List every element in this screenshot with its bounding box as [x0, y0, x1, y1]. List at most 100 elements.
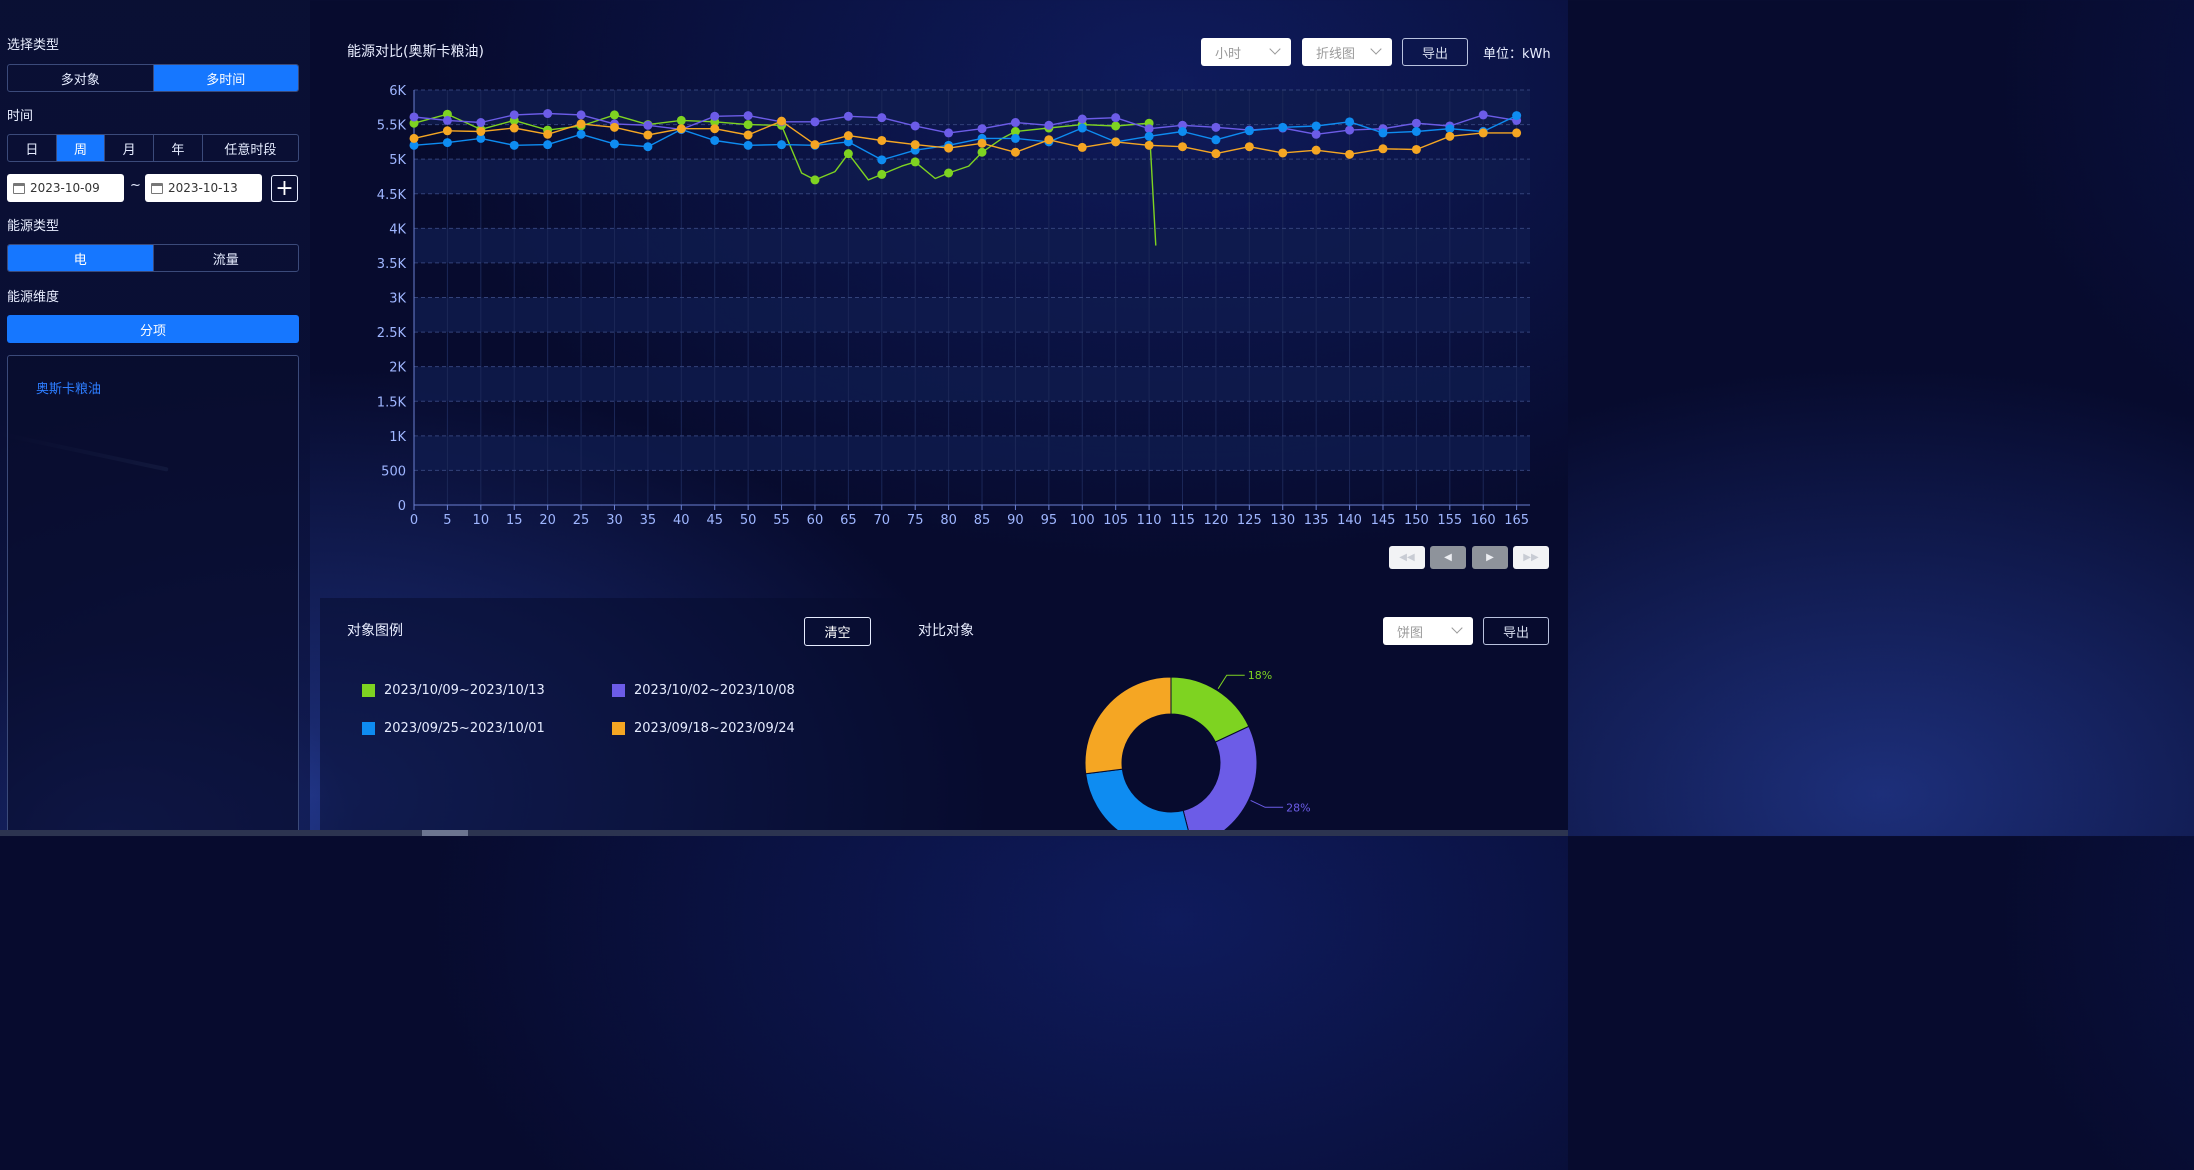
data-point — [1111, 113, 1121, 123]
legend-panel-title: 对象图例 — [347, 623, 403, 639]
data-point — [1512, 111, 1522, 121]
series-line — [413, 114, 1517, 161]
data-point — [743, 120, 753, 130]
compare-panel-title: 对比对象 — [918, 623, 974, 639]
grid-band — [414, 228, 1530, 263]
data-point — [442, 126, 452, 136]
data-point — [1311, 145, 1321, 155]
pie-slice — [1182, 725, 1258, 836]
pie-leader-line — [1250, 800, 1284, 808]
data-point — [944, 168, 954, 178]
add-date-range-button[interactable]: + — [271, 175, 298, 202]
legend-item[interactable]: 2023/10/02~2023/10/08 — [612, 683, 795, 698]
horizontal-scrollbar[interactable] — [0, 830, 1568, 836]
option-electricity[interactable]: 电 — [8, 245, 154, 271]
chart-type-select[interactable]: 折线图 — [1302, 38, 1392, 66]
data-point — [1144, 131, 1154, 141]
tree-item-aosika[interactable]: 奥斯卡粮油 — [36, 382, 102, 397]
pie-export-button[interactable]: 导出 — [1483, 617, 1549, 645]
first-page-button[interactable]: ◀◀ — [1389, 546, 1425, 569]
compare-pie-chart: 18%28%27% — [1084, 669, 1311, 836]
option-day[interactable]: 日 — [8, 135, 57, 161]
legend-item[interactable]: 2023/09/18~2023/09/24 — [612, 721, 795, 736]
y-tick-label: 500 — [381, 464, 406, 479]
option-flow[interactable]: 流量 — [212, 252, 239, 268]
data-point — [1478, 128, 1488, 138]
right-icon: ▶ — [1486, 552, 1494, 563]
x-tick-label: 140 — [1337, 513, 1362, 528]
legend-item-label: 2023/09/25~2023/10/01 — [384, 721, 545, 736]
data-point — [710, 111, 720, 121]
y-tick-label: 6K — [389, 84, 406, 99]
y-tick-label: 5.5K — [377, 119, 407, 134]
time-label: 时间 — [7, 109, 34, 124]
export-button[interactable]: 导出 — [1402, 38, 1468, 66]
legend-item[interactable]: 2023/10/09~2023/10/13 — [362, 683, 545, 698]
select-type-label: 选择类型 — [7, 38, 60, 53]
clear-button[interactable]: 清空 — [804, 617, 871, 646]
select-type-toggle: 多对象 多时间 — [7, 64, 299, 92]
scrollbar-thumb[interactable] — [422, 830, 468, 836]
double-right-icon: ▶▶ — [1523, 552, 1539, 563]
last-page-button[interactable]: ▶▶ — [1513, 546, 1549, 569]
energy-dimension-label: 能源维度 — [7, 290, 60, 305]
data-point — [843, 131, 853, 141]
option-week[interactable]: 周 — [56, 135, 106, 161]
data-point — [1044, 120, 1054, 130]
data-point — [743, 130, 753, 140]
option-custom-period[interactable]: 任意时段 — [224, 142, 277, 158]
series-4 — [409, 116, 1522, 159]
data-point — [1411, 127, 1421, 136]
energy-type-label: 能源类型 — [7, 219, 60, 234]
x-tick-label: 135 — [1304, 513, 1329, 528]
end-date-input[interactable]: 2023-10-13 — [145, 174, 262, 202]
prev-page-button[interactable]: ◀ — [1430, 546, 1466, 569]
start-date-input[interactable]: 2023-10-09 — [7, 174, 124, 202]
granularity-select[interactable]: 小时 — [1201, 38, 1291, 66]
data-point — [1345, 125, 1355, 135]
data-point — [409, 133, 419, 143]
data-point — [944, 128, 954, 138]
x-tick-label: 105 — [1103, 513, 1128, 528]
chevron-down-icon — [1451, 622, 1463, 634]
end-date-value: 2023-10-13 — [168, 181, 238, 195]
option-month[interactable]: 月 — [105, 135, 155, 161]
data-point — [910, 140, 920, 150]
pie-chart-type-select[interactable]: 饼图 — [1383, 617, 1473, 645]
object-tree: 奥斯卡粮油 — [7, 355, 299, 836]
dimension-subitem-button[interactable]: 分项 — [7, 315, 299, 343]
data-point — [576, 119, 586, 129]
data-point — [1178, 142, 1188, 152]
legend-swatch — [612, 684, 625, 697]
x-tick-label: 80 — [940, 513, 957, 528]
energy-type-toggle: 电 流量 — [7, 244, 299, 272]
x-tick-label: 155 — [1437, 513, 1462, 528]
data-point — [1311, 121, 1321, 131]
data-point — [543, 109, 553, 119]
option-multi-time[interactable]: 多时间 — [153, 65, 298, 91]
y-tick-label: 2K — [389, 361, 406, 376]
grid-band — [414, 366, 1530, 402]
x-tick-label: 110 — [1137, 513, 1162, 528]
data-point — [476, 127, 486, 136]
x-tick-label: 75 — [907, 513, 924, 528]
pie-label: 28% — [1286, 801, 1310, 814]
grid-band — [414, 435, 1530, 471]
next-page-button[interactable]: ▶ — [1472, 546, 1508, 569]
x-tick-label: 0 — [410, 513, 418, 528]
data-point — [676, 124, 686, 134]
double-left-icon: ◀◀ — [1399, 552, 1415, 563]
bottom-panels — [320, 598, 1568, 836]
grid-band — [414, 297, 1530, 333]
data-point — [910, 121, 920, 131]
data-point — [1411, 144, 1421, 154]
legend-item[interactable]: 2023/09/25~2023/10/01 — [362, 721, 545, 736]
x-tick-label: 90 — [1007, 513, 1024, 528]
x-tick-label: 125 — [1237, 513, 1262, 528]
plus-icon: + — [275, 176, 294, 201]
y-tick-label: 5K — [389, 153, 406, 168]
start-date-value: 2023-10-09 — [30, 181, 100, 195]
option-multi-object[interactable]: 多对象 — [8, 65, 154, 91]
x-tick-label: 30 — [606, 513, 623, 528]
option-year[interactable]: 年 — [154, 135, 203, 161]
